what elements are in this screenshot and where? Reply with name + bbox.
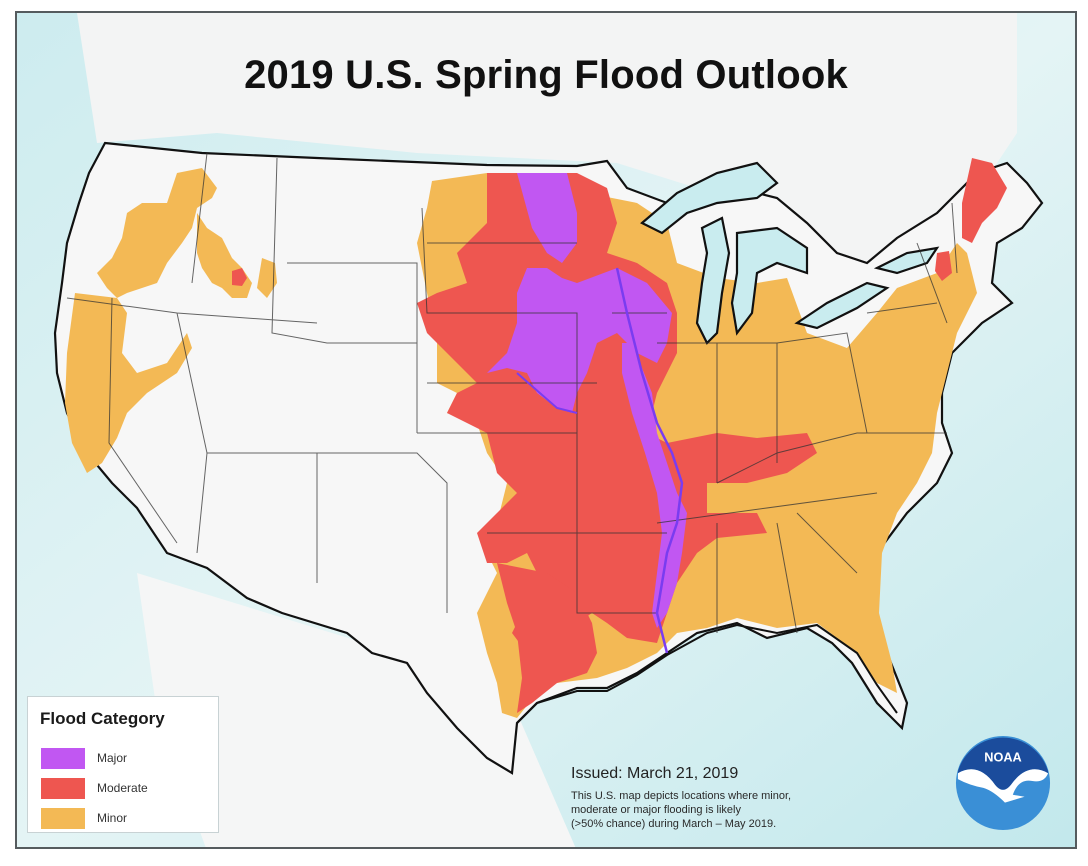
missouri-river	[516, 372, 578, 414]
legend-item-moderate: Moderate	[41, 777, 148, 799]
flood-map	[17, 13, 1075, 847]
great-lakes	[640, 161, 940, 345]
lake-huron	[730, 226, 809, 336]
mexico-land	[137, 573, 576, 847]
map-description: This U.S. map depicts locations where mi…	[571, 789, 871, 831]
lake-michigan	[695, 216, 731, 345]
note-line: moderate or major flooding is likely	[571, 804, 741, 816]
legend-item-major: Major	[41, 747, 127, 769]
lake-ontario	[873, 246, 940, 275]
issued-date: Issued: March 21, 2019	[571, 765, 739, 782]
lake-erie	[794, 281, 890, 330]
legend-label: Major	[97, 751, 128, 765]
legend: Flood Category Major Moderate Minor	[27, 696, 219, 833]
moderate-swatch	[41, 777, 85, 799]
legend-item-minor: Minor	[41, 807, 127, 829]
map-frame: 2019 U.S. Spring Flood Outlook Flood Cat…	[15, 11, 1077, 849]
mississippi-river	[615, 267, 684, 654]
minor-swatch	[41, 807, 85, 829]
noaa-logo-text: NOAA	[984, 749, 1022, 764]
major-swatch	[41, 747, 85, 769]
legend-title: Flood Category	[40, 709, 165, 728]
page-title: 2019 U.S. Spring Flood Outlook	[244, 53, 848, 97]
note-line: This U.S. map depicts locations where mi…	[571, 790, 792, 802]
legend-label: Moderate	[97, 781, 148, 795]
state-borders	[66, 152, 958, 634]
note-line: (>50% chance) during March – May 2019.	[571, 818, 777, 830]
legend-label: Minor	[97, 811, 128, 825]
lake-superior	[640, 161, 779, 235]
noaa-logo-icon: NOAA	[955, 735, 1051, 831]
gulf-coastline	[516, 623, 898, 724]
